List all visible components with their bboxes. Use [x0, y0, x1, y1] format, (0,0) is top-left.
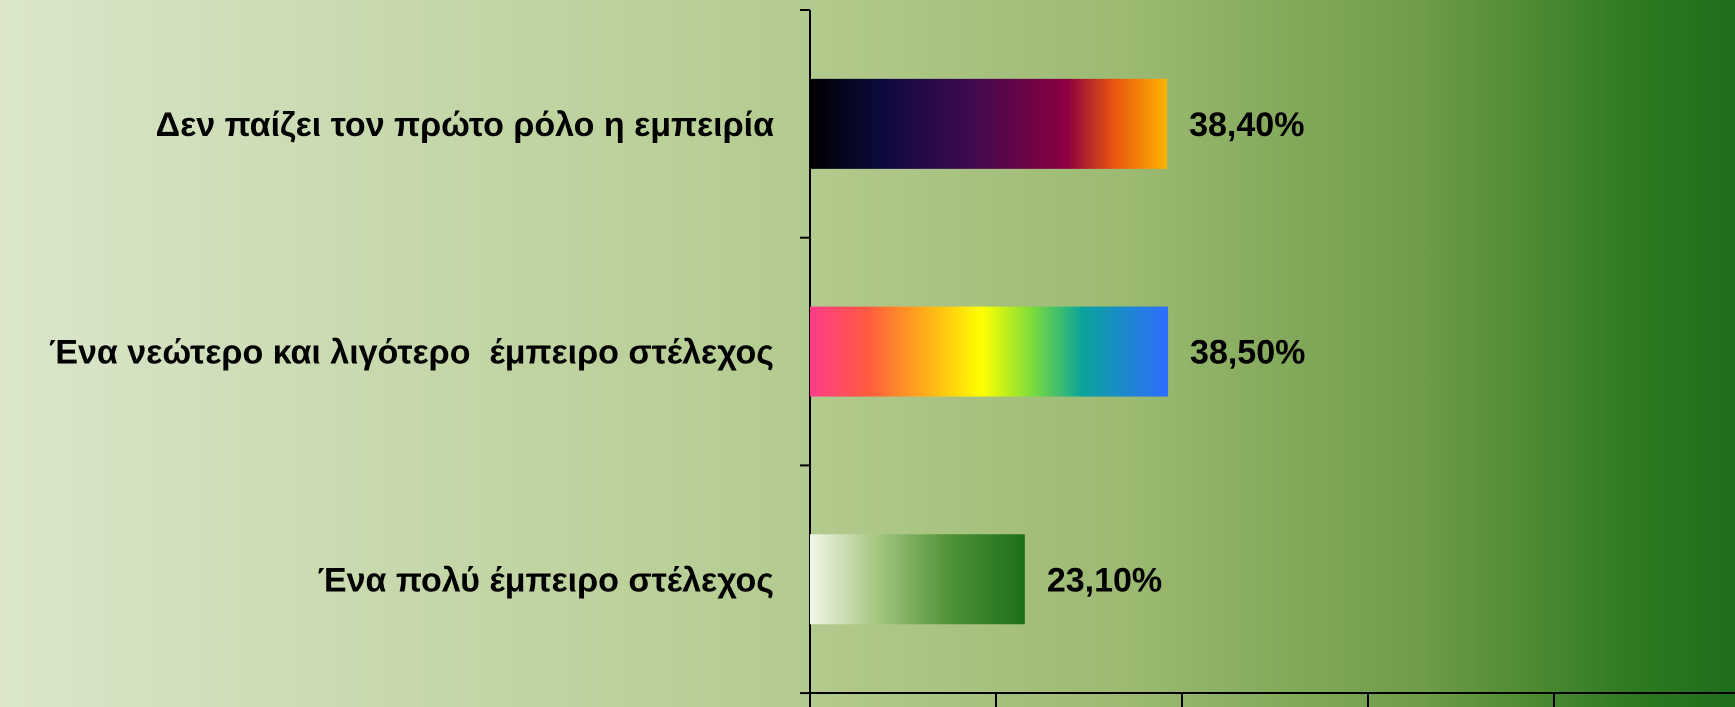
value-label-3: 23,10%	[1047, 561, 1162, 599]
bar-3	[810, 534, 1025, 625]
category-label-1: Δεν παίζει τον πρώτο ρόλο η εμπειρία	[156, 106, 774, 144]
category-label-3: Ένα πολύ έμπειρο στέλεχος	[318, 561, 774, 599]
bar-2	[810, 306, 1169, 397]
bar-1	[810, 78, 1168, 169]
value-label-2: 38,50%	[1190, 334, 1305, 372]
value-label-1: 38,40%	[1189, 106, 1304, 144]
category-label-2: Ένα νεώτερο και λιγότερο έμπειρο στέλεχο…	[49, 334, 774, 372]
